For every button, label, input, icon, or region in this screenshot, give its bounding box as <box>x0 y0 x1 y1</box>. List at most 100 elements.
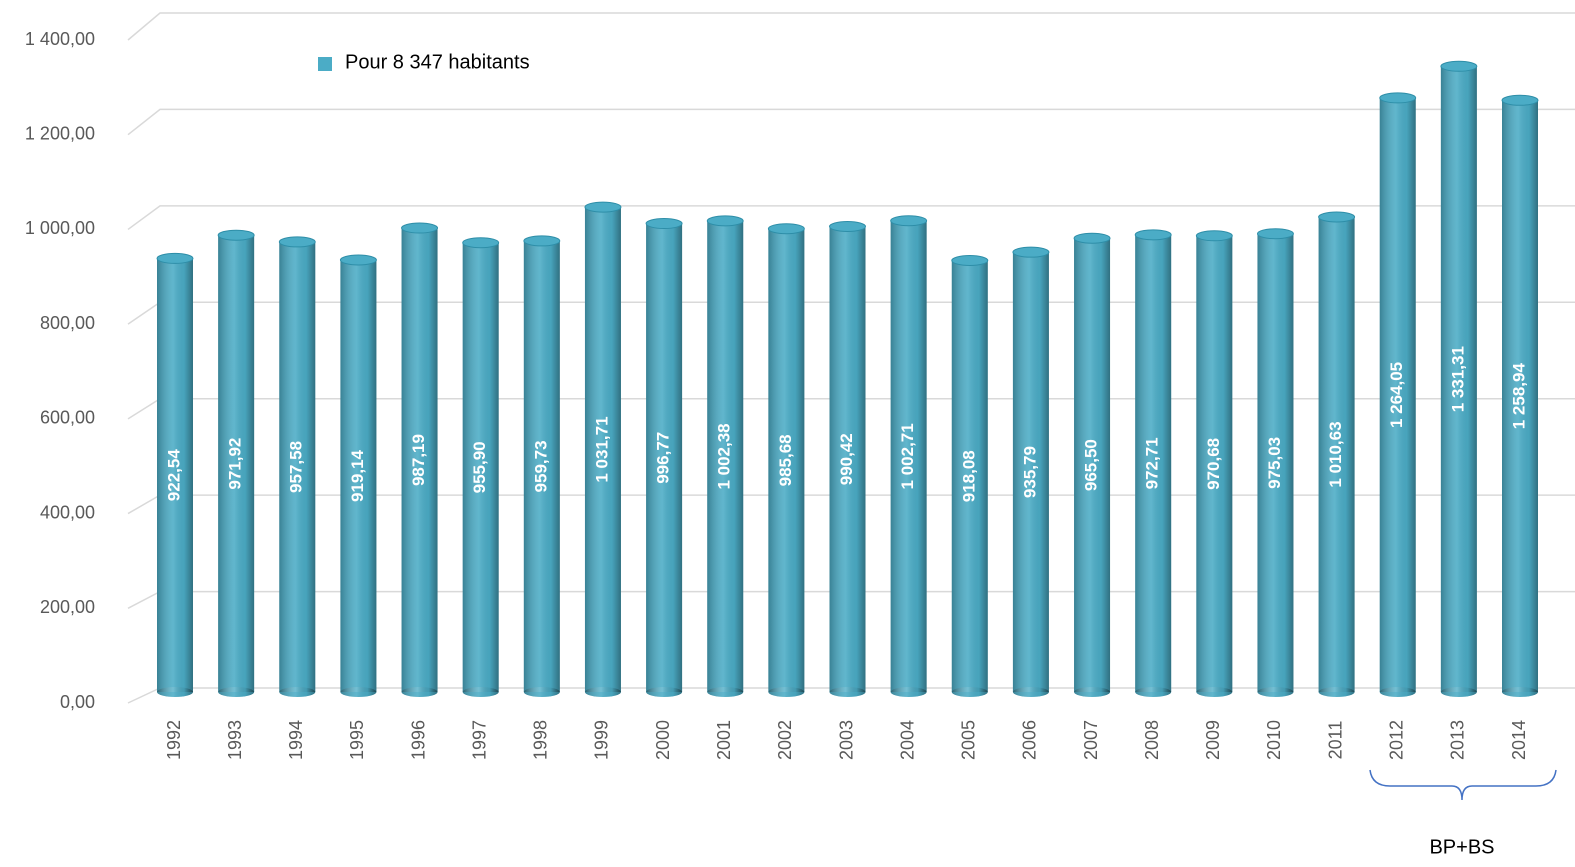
bar-top <box>584 201 622 213</box>
bar-bottom-shade <box>279 687 316 697</box>
x-tick-label: 2009 <box>1203 720 1223 760</box>
bar-bottom-shade <box>1012 687 1049 697</box>
value-label: 959,73 <box>531 440 550 492</box>
bar-top <box>401 222 439 234</box>
x-tick-label: 1997 <box>469 720 489 760</box>
value-label: 955,90 <box>470 441 489 493</box>
value-label: 919,14 <box>348 449 367 502</box>
bar-bottom-shade <box>401 687 438 697</box>
bar-shade <box>951 260 988 692</box>
legend-label: Pour 8 347 habitants <box>345 51 530 73</box>
bar-shade <box>462 242 499 693</box>
y-tick-label: 1 400,00 <box>25 29 95 49</box>
bar-top <box>890 215 928 227</box>
bar-bottom-shade <box>951 687 988 697</box>
legend-swatch <box>318 57 332 71</box>
bar-top <box>1256 228 1294 240</box>
annotation: BP+BS <box>1429 836 1494 858</box>
bar-bottom-shade <box>768 687 805 697</box>
x-tick-label: 2012 <box>1386 720 1406 760</box>
value-label: 972,71 <box>1143 437 1162 489</box>
bar-top <box>156 252 194 264</box>
bar-shade <box>1196 235 1233 692</box>
x-tick-label: 1992 <box>164 720 184 760</box>
bar-top <box>1012 246 1050 258</box>
bar-shade <box>401 228 438 693</box>
bar-shade <box>1257 233 1294 692</box>
bar-shade <box>829 226 866 692</box>
y-tick-label: 800,00 <box>40 313 95 333</box>
grid-line <box>127 108 1575 136</box>
x-tick-label: 1994 <box>286 720 306 760</box>
bar-top <box>339 254 377 266</box>
bar-top <box>645 218 683 230</box>
y-tick-label: 400,00 <box>40 502 95 522</box>
bar-shade <box>218 235 255 692</box>
bar-bottom-shade <box>462 687 499 697</box>
value-label: 975,03 <box>1265 437 1284 489</box>
value-label: 996,77 <box>654 432 673 484</box>
y-tick-label: 1 200,00 <box>25 123 95 143</box>
x-tick-label: 2008 <box>1142 720 1162 760</box>
bar-top <box>1501 94 1539 106</box>
value-label: 990,42 <box>837 433 856 485</box>
x-tick-label: 1996 <box>408 720 428 760</box>
x-tick-label: 2010 <box>1264 720 1284 760</box>
bar-top <box>706 215 744 227</box>
bar-shade <box>707 220 744 692</box>
bar-shade <box>157 258 193 692</box>
bar-shade <box>279 241 316 693</box>
bar-bottom-shade <box>157 687 193 697</box>
bar-bottom-shade <box>707 687 744 697</box>
bar-shade <box>584 207 621 692</box>
grid-line <box>127 205 1575 231</box>
value-label: 971,92 <box>226 438 245 490</box>
value-label: 935,79 <box>1020 446 1039 498</box>
bar-bottom-shade <box>646 687 683 697</box>
bar-bottom-shade <box>523 687 560 697</box>
bar-top <box>1318 211 1356 223</box>
x-tick-label: 2000 <box>653 720 673 760</box>
bar-bottom-shade <box>1502 687 1538 697</box>
bar-shade <box>890 220 927 692</box>
bar-shade <box>768 228 805 692</box>
y-tick-label: 200,00 <box>40 597 95 617</box>
x-tick-label: 1995 <box>347 720 367 760</box>
bar-shade <box>1318 217 1355 692</box>
grid-line <box>127 12 1575 41</box>
x-tick-label: 2007 <box>1081 720 1101 760</box>
value-label: 1 002,38 <box>715 423 734 489</box>
bar-shade <box>646 223 683 692</box>
x-tick-label: 2002 <box>775 720 795 760</box>
bar-top <box>1195 230 1233 242</box>
value-label: 957,58 <box>287 441 306 493</box>
value-label: 1 258,94 <box>1509 363 1528 430</box>
bar-bottom-shade <box>1440 687 1477 697</box>
bar-shade <box>1379 97 1416 693</box>
x-tick-label: 1993 <box>225 720 245 760</box>
bar-bottom-shade <box>1196 687 1233 697</box>
x-tick-label: 2013 <box>1448 720 1468 760</box>
y-tick-label: 1 000,00 <box>25 218 95 238</box>
bar-top <box>1379 92 1417 104</box>
bar-shade <box>1012 252 1049 692</box>
bar-top <box>829 221 866 233</box>
bar-shade <box>1135 234 1172 692</box>
bar-bottom-shade <box>1074 687 1111 697</box>
value-label: 1 331,31 <box>1448 346 1467 412</box>
bar-bottom-shade <box>218 687 255 697</box>
bar-top <box>951 255 989 267</box>
y-tick-label: 0,00 <box>60 692 95 712</box>
x-tick-label: 2011 <box>1325 721 1345 760</box>
bar-bottom-shade <box>1257 687 1294 697</box>
value-label: 1 031,71 <box>592 416 611 482</box>
bar-top <box>1440 60 1478 72</box>
bar-shade <box>1440 66 1477 692</box>
x-tick-label: 2004 <box>897 720 917 760</box>
bar-bottom-shade <box>890 687 927 697</box>
bars: 922,54 971,92 957,58 919,14 987,19 955,90 959,… <box>156 60 1539 697</box>
x-tick-label: 2001 <box>714 720 734 760</box>
value-label: 965,50 <box>1082 439 1101 491</box>
bar-top <box>462 237 500 249</box>
